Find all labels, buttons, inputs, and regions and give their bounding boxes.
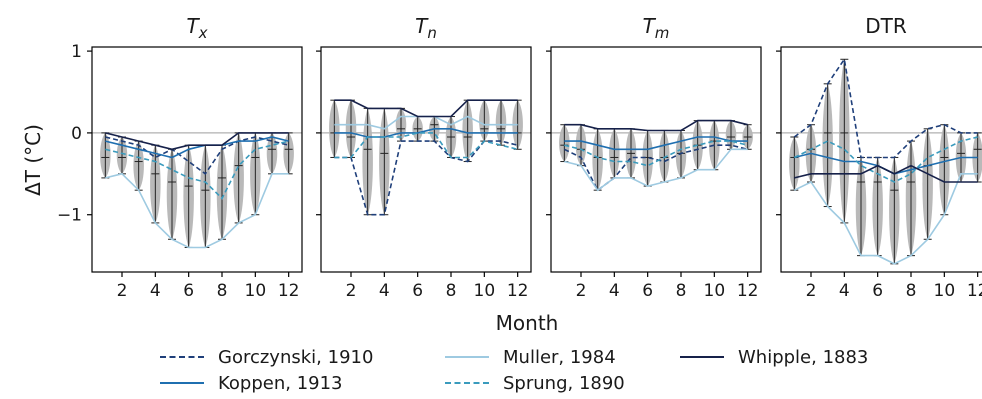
y-tick-label: 0 <box>71 124 82 144</box>
panel-2: Tn 2 4 6 8 10 12 <box>316 14 532 301</box>
series-line-koppen-1913 <box>794 152 978 175</box>
plot-frame <box>550 46 762 273</box>
legend-swatch-whipple <box>680 356 724 358</box>
legend-swatch-koppen <box>160 382 204 384</box>
plot-frame <box>320 46 532 273</box>
legend-item-gorczynski: Gorczynski, 1910 <box>160 344 373 370</box>
x-tick-label: 2 <box>117 281 128 301</box>
series-line-koppen-1913 <box>564 136 748 151</box>
series-line-whipple-1883 <box>794 164 978 183</box>
x-tick-label: 12 <box>737 281 759 301</box>
legend-item-sprung: Sprung, 1890 <box>445 370 625 396</box>
y-tick-label: −1 <box>57 206 82 226</box>
x-tick-label: 4 <box>150 281 161 301</box>
panel-title: Tn <box>415 14 437 42</box>
series-line-koppen-1913 <box>334 128 518 138</box>
series-line-gorczynski-1910 <box>334 140 518 216</box>
x-tick-label: 6 <box>183 281 194 301</box>
x-tick-label: 10 <box>704 281 726 301</box>
legend: Gorczynski, 1910 Koppen, 1913 Muller, 19… <box>160 340 920 398</box>
series-line-muller-1984 <box>105 172 289 249</box>
series-line-sprung-1890 <box>105 140 289 200</box>
x-tick-label: 10 <box>474 281 496 301</box>
legend-swatch-gorczynski <box>160 356 204 358</box>
x-tick-label: 6 <box>872 281 883 301</box>
series-line-whipple-1883 <box>564 119 748 132</box>
legend-item-koppen: Koppen, 1913 <box>160 370 343 396</box>
series-line-muller-1984 <box>793 173 978 265</box>
plot-frame <box>780 46 982 273</box>
plot-frame <box>91 46 303 273</box>
x-tick-label: 2 <box>806 281 817 301</box>
x-tick-label: 4 <box>609 281 620 301</box>
series-line-sprung-1890 <box>334 132 518 159</box>
panel-3: Tm 2 4 6 8 10 12 <box>546 14 762 301</box>
series-line-gorczynski-1910 <box>793 57 978 159</box>
y-axis-label: ΔT (°C) <box>21 124 45 196</box>
panel-4: DTR 2 4 6 8 10 12 <box>776 14 982 301</box>
series-line-sprung-1890 <box>793 136 978 183</box>
panel-title: Tm <box>643 14 670 42</box>
legend-item-muller: Muller, 1984 <box>445 344 616 370</box>
y-tick-label: 1 <box>71 42 82 62</box>
x-tick-label: 10 <box>934 281 956 301</box>
series-line-sprung-1890 <box>564 140 748 167</box>
panel-title: Tx <box>186 14 207 42</box>
x-tick-label: 12 <box>507 281 529 301</box>
series-line-koppen-1913 <box>105 136 289 159</box>
x-tick-label: 8 <box>906 281 917 301</box>
x-tick-label: 12 <box>278 281 300 301</box>
x-tick-label: 4 <box>379 281 390 301</box>
legend-item-whipple: Whipple, 1883 <box>680 344 868 370</box>
panel-title: DTR <box>865 14 907 38</box>
series-line-muller-1984 <box>564 148 748 192</box>
series-line-gorczynski-1910 <box>105 136 289 175</box>
x-tick-label: 12 <box>967 281 982 301</box>
x-tick-label: 10 <box>245 281 267 301</box>
series-line-whipple-1883 <box>334 99 518 118</box>
x-tick-label: 8 <box>217 281 228 301</box>
x-tick-label: 2 <box>576 281 587 301</box>
series-line-muller-1984 <box>334 115 518 130</box>
legend-label-gorczynski: Gorczynski, 1910 <box>218 346 374 368</box>
legend-swatch-muller <box>445 356 489 358</box>
x-tick-label: 8 <box>676 281 687 301</box>
legend-label-sprung: Sprung, 1890 <box>503 372 625 394</box>
x-tick-label: 6 <box>642 281 653 301</box>
legend-label-koppen: Koppen, 1913 <box>218 372 343 394</box>
x-tick-label: 2 <box>346 281 357 301</box>
series-line-whipple-1883 <box>105 132 289 151</box>
x-tick-label: 6 <box>412 281 423 301</box>
x-axis-label: Month <box>496 311 559 335</box>
x-tick-label: 4 <box>839 281 850 301</box>
x-tick-label: 8 <box>446 281 457 301</box>
legend-swatch-sprung <box>445 382 489 384</box>
legend-label-muller: Muller, 1984 <box>503 346 616 368</box>
legend-label-whipple: Whipple, 1883 <box>738 346 869 368</box>
